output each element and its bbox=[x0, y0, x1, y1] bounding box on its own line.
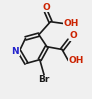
Text: OH: OH bbox=[64, 19, 79, 28]
Text: OH: OH bbox=[68, 56, 84, 65]
Text: Br: Br bbox=[39, 75, 50, 84]
Text: O: O bbox=[42, 3, 50, 11]
Text: N: N bbox=[12, 47, 19, 56]
Text: O: O bbox=[69, 31, 77, 40]
